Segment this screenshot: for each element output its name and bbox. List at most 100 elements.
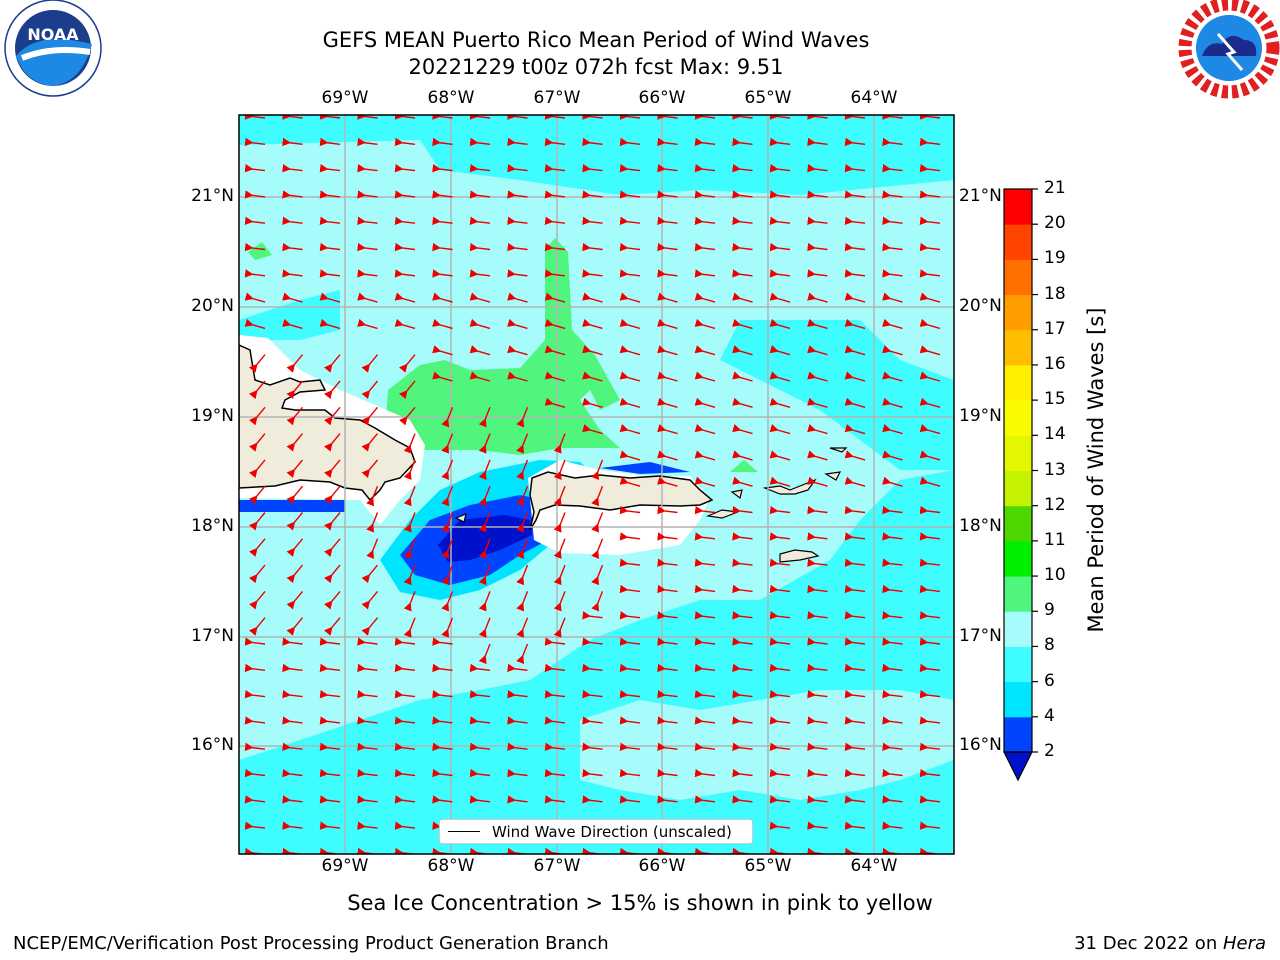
- wave-direction-arrow: [286, 406, 304, 426]
- wave-direction-arrow: [582, 663, 603, 673]
- land-tortola: [824, 471, 842, 481]
- wave-direction-arrow: [694, 690, 716, 699]
- wave-direction-arrow: [732, 292, 753, 303]
- wave-direction-arrow: [324, 485, 341, 505]
- wave-direction-arrow: [582, 611, 603, 620]
- wave-direction-arrow: [366, 512, 379, 533]
- legend-label: Wind Wave Direction (unscaled): [492, 822, 732, 841]
- wave-direction-arrow: [544, 242, 566, 252]
- wave-direction-arrow: [619, 216, 641, 225]
- wave-direction-arrow: [469, 190, 491, 199]
- wave-direction-arrow: [844, 532, 866, 541]
- wave-direction-arrow: [544, 742, 566, 751]
- wave-direction-arrow: [582, 190, 603, 199]
- wave-direction-arrow: [244, 216, 266, 225]
- colorbar-segment: [1004, 540, 1032, 577]
- wave-direction-arrow: [657, 476, 678, 487]
- wave-direction-arrow: [694, 242, 716, 252]
- wave-direction-arrow: [357, 821, 378, 830]
- wave-direction-arrow: [507, 663, 528, 673]
- wave-direction-arrow: [694, 137, 716, 147]
- wave-direction-arrow: [619, 505, 641, 515]
- wave-direction-arrow: [441, 485, 454, 507]
- wave-direction-arrow: [357, 115, 378, 120]
- wave-direction-arrow: [769, 663, 791, 673]
- wave-direction-arrow: [619, 242, 641, 252]
- axis-tick-label: 68°W: [427, 88, 475, 108]
- period-9-10-region: [386, 238, 620, 455]
- wave-direction-arrow: [469, 345, 491, 356]
- period-9-10-patch-west: [248, 242, 272, 260]
- colorbar-tick-label: 9: [1044, 600, 1055, 621]
- wave-direction-arrow: [657, 795, 678, 804]
- wave-direction-arrow: [882, 821, 903, 830]
- colorbar-segment: [1004, 435, 1032, 471]
- wave-direction-arrow: [507, 318, 528, 330]
- wave-direction-arrow: [619, 190, 641, 199]
- wave-direction-arrow: [844, 690, 866, 699]
- wave-direction-arrow: [919, 292, 941, 303]
- wave-direction-arrow: [324, 617, 341, 636]
- wave-direction-arrow: [694, 637, 716, 646]
- wave-direction-arrow: [919, 476, 941, 487]
- wave-direction-arrow: [478, 512, 491, 533]
- wave-direction-arrow: [357, 742, 378, 751]
- wave-direction-arrow: [769, 558, 791, 567]
- wave-direction-arrow: [919, 505, 941, 515]
- wave-direction-arrow: [478, 407, 491, 428]
- wave-direction-arrow: [619, 371, 641, 382]
- wave-direction-arrow: [694, 742, 716, 751]
- wave-direction-arrow: [357, 190, 378, 199]
- wave-direction-arrow: [507, 216, 528, 225]
- wave-direction-arrow: [582, 371, 603, 382]
- wave-direction-arrow: [516, 459, 529, 481]
- wave-direction-arrow: [282, 137, 303, 147]
- wave-direction-arrow: [919, 558, 941, 567]
- wave-direction-arrow: [507, 371, 528, 382]
- colorbar-tick-label: 21: [1044, 178, 1066, 198]
- colorbar-under-extension: [1003, 751, 1033, 782]
- wave-direction-arrow: [357, 242, 378, 252]
- land-mona: [454, 513, 467, 523]
- wave-direction-arrow: [324, 406, 341, 426]
- wave-direction-arrow: [286, 590, 304, 610]
- wave-direction-arrow: [244, 637, 266, 646]
- wave-direction-arrow: [544, 137, 566, 147]
- wave-direction-arrow: [919, 450, 941, 461]
- wave-direction-arrow: [432, 345, 453, 356]
- wave-direction-arrow: [919, 768, 941, 778]
- wave-direction-arrow: [732, 137, 753, 147]
- wave-direction-arrow: [507, 768, 528, 778]
- wave-direction-arrow: [553, 459, 566, 481]
- wave-direction-arrow: [732, 371, 753, 382]
- wave-direction-arrow: [286, 617, 304, 636]
- wave-direction-arrow: [582, 292, 603, 303]
- wave-direction-arrow: [357, 269, 378, 278]
- wave-direction-arrow: [282, 795, 303, 804]
- wave-direction-arrow: [657, 216, 678, 225]
- wave-direction-arrow: [769, 637, 791, 646]
- wave-direction-arrow: [469, 164, 491, 173]
- wave-direction-arrow: [882, 269, 903, 278]
- wave-direction-arrow: [769, 292, 791, 303]
- wave-direction-arrow: [769, 345, 791, 356]
- wave-direction-arrow: [249, 459, 266, 478]
- wave-direction-arrow: [732, 450, 753, 461]
- wave-direction-arrow: [286, 564, 304, 584]
- wave-direction-arrow: [544, 115, 566, 120]
- wave-direction-arrow: [361, 406, 379, 426]
- wave-direction-arrow: [657, 397, 678, 408]
- wave-direction-arrow: [394, 795, 416, 804]
- wave-direction-arrow: [657, 345, 678, 356]
- period-6-8-east-patch: [720, 320, 954, 470]
- wave-direction-arrow: [844, 821, 866, 830]
- colorbar-segment: [1004, 364, 1032, 401]
- axis-tick-label: 20°N: [959, 296, 1002, 316]
- wave-direction-arrow: [244, 318, 266, 330]
- wave-direction-arrow: [469, 318, 491, 330]
- wave-direction-arrow: [882, 164, 903, 173]
- wave-direction-arrow: [694, 558, 716, 567]
- wave-direction-arrow: [694, 115, 716, 120]
- wave-direction-arrow: [507, 190, 528, 199]
- wave-direction-arrow: [882, 450, 903, 461]
